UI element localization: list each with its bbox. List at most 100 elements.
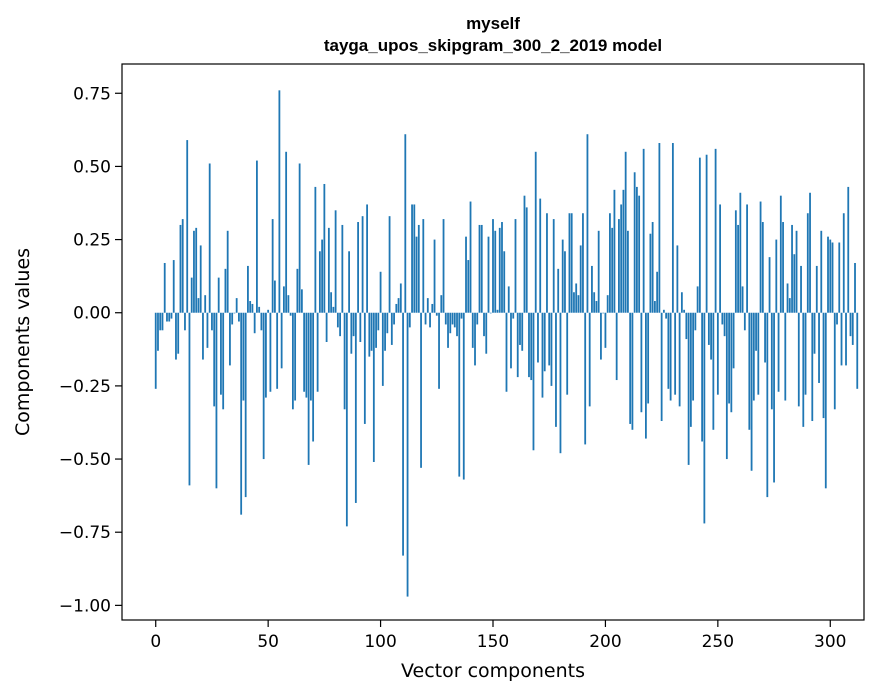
bar bbox=[202, 312, 204, 360]
bar bbox=[413, 204, 416, 313]
bar bbox=[348, 251, 350, 313]
bar bbox=[181, 219, 184, 313]
bar bbox=[669, 312, 672, 401]
bar bbox=[447, 312, 449, 348]
y-tick-label: 0.75 bbox=[73, 84, 111, 104]
bar bbox=[788, 298, 791, 313]
bar bbox=[226, 230, 229, 313]
bar bbox=[363, 312, 366, 424]
bar bbox=[597, 230, 600, 313]
bar bbox=[516, 312, 519, 378]
bar bbox=[361, 216, 364, 313]
bar bbox=[233, 312, 236, 314]
bar bbox=[280, 312, 283, 369]
bar bbox=[795, 230, 798, 313]
bar bbox=[647, 312, 650, 404]
bar bbox=[600, 312, 602, 360]
bar bbox=[782, 222, 784, 313]
bar bbox=[779, 195, 782, 313]
bar bbox=[514, 219, 517, 313]
bar bbox=[555, 312, 557, 427]
bar bbox=[719, 204, 721, 313]
bar bbox=[667, 312, 670, 389]
bar bbox=[366, 204, 368, 313]
bar bbox=[532, 312, 535, 451]
bar bbox=[161, 312, 164, 331]
bar bbox=[424, 312, 427, 325]
bar bbox=[172, 260, 175, 313]
chart-title-line2: tayga_upos_skipgram_300_2_2019 model bbox=[324, 36, 662, 55]
bar bbox=[224, 268, 227, 313]
bar bbox=[750, 312, 753, 471]
bar bbox=[267, 309, 270, 313]
bar bbox=[316, 312, 319, 392]
bar bbox=[748, 312, 751, 430]
bar bbox=[177, 312, 180, 354]
bar bbox=[676, 245, 679, 313]
bar bbox=[431, 303, 434, 313]
bar bbox=[451, 312, 454, 325]
bar bbox=[462, 312, 465, 480]
y-tick-label: 0.25 bbox=[73, 231, 111, 251]
bar bbox=[368, 312, 371, 357]
bar bbox=[636, 186, 638, 313]
bar bbox=[309, 312, 312, 401]
bar bbox=[836, 312, 838, 325]
bar bbox=[435, 312, 438, 316]
bar bbox=[541, 312, 544, 398]
bar bbox=[483, 312, 485, 337]
bar bbox=[854, 262, 856, 313]
bar bbox=[685, 312, 688, 340]
bar bbox=[350, 312, 353, 354]
bar bbox=[332, 306, 335, 313]
bar bbox=[244, 312, 247, 498]
bar bbox=[698, 157, 701, 313]
bar bbox=[806, 213, 809, 313]
bar bbox=[384, 312, 386, 351]
y-tick-label: 0.00 bbox=[73, 304, 111, 324]
bar bbox=[741, 286, 744, 313]
bar bbox=[523, 195, 526, 313]
bar bbox=[764, 312, 766, 363]
bar bbox=[471, 312, 474, 348]
bar bbox=[390, 312, 393, 345]
bar bbox=[519, 312, 521, 345]
bar bbox=[458, 312, 461, 477]
bar bbox=[186, 140, 189, 313]
bar bbox=[818, 312, 820, 383]
bar bbox=[696, 286, 699, 313]
bar bbox=[429, 312, 431, 328]
bar bbox=[204, 295, 207, 313]
y-tick-label: −0.50 bbox=[59, 450, 111, 470]
bar bbox=[494, 230, 497, 313]
bar bbox=[330, 292, 333, 313]
bar bbox=[847, 186, 850, 313]
bar bbox=[775, 239, 778, 313]
bar bbox=[512, 312, 515, 319]
bar bbox=[813, 312, 816, 354]
bar bbox=[287, 295, 290, 313]
bar bbox=[618, 219, 620, 313]
bar bbox=[195, 227, 198, 313]
bar bbox=[381, 312, 384, 386]
bar bbox=[539, 198, 542, 313]
bar bbox=[680, 292, 683, 313]
x-tick-label: 100 bbox=[364, 632, 396, 652]
bar bbox=[604, 312, 607, 348]
bar bbox=[262, 312, 265, 460]
bar bbox=[480, 224, 483, 313]
bar bbox=[786, 283, 789, 313]
bar bbox=[624, 151, 627, 313]
bar bbox=[478, 224, 481, 313]
x-tick-label: 0 bbox=[150, 632, 161, 652]
bar bbox=[550, 312, 553, 386]
bar bbox=[721, 312, 724, 325]
bar bbox=[282, 286, 285, 313]
bar bbox=[640, 312, 643, 413]
bar bbox=[829, 239, 832, 313]
bar bbox=[220, 312, 222, 395]
bar bbox=[341, 224, 344, 313]
bar bbox=[723, 312, 726, 337]
